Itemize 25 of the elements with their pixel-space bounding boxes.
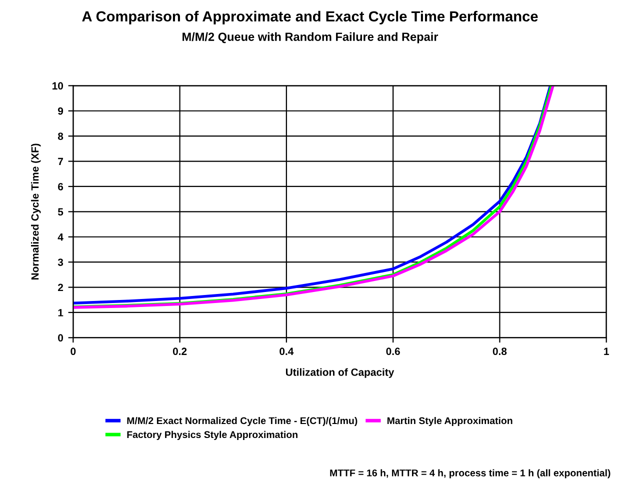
x-tick-label: 0.8 — [492, 348, 507, 356]
x-tick-label: 0 — [70, 348, 76, 356]
x-tick-label: 0.2 — [172, 348, 187, 356]
y-tick-label: 9 — [58, 107, 64, 115]
y-tick-label: 0 — [58, 334, 64, 342]
legend-label: Factory Physics Style Approximation — [127, 430, 298, 440]
y-tick-label: 5 — [58, 208, 64, 216]
chart-subtitle: M/M/2 Queue with Random Failure and Repair — [182, 32, 438, 44]
y-tick-label: 6 — [58, 182, 64, 190]
y-tick-label: 8 — [58, 132, 64, 140]
legend-label: Martin Style Approximation — [387, 416, 512, 426]
x-tick-label: 0.6 — [386, 348, 400, 356]
legend-label: M/M/2 Exact Normalized Cycle Time - E(CT)/(1/mu) — [127, 416, 358, 426]
y-tick-label: 7 — [58, 158, 63, 166]
x-tick-label: 1 — [604, 348, 609, 355]
y-tick-label: 2 — [58, 284, 64, 292]
y-tick-label: 4 — [58, 233, 64, 241]
chart-title: A Comparison of Approximate and Exact Cycle Time Performance — [82, 10, 538, 24]
x-tick-label: 0.4 — [280, 348, 294, 356]
text: MTTF = 16 h, MTTR = 4 h, process time = 1 h (all exponential) — [330, 469, 610, 478]
y-tick-label: 1 — [58, 309, 64, 316]
y-axis-title: Normalized Cycle Time (XF) — [31, 144, 41, 280]
x-axis-title: Utilization of Capacity — [286, 368, 394, 378]
y-tick-label: 10 — [52, 82, 64, 90]
y-tick-label: 3 — [58, 258, 64, 266]
